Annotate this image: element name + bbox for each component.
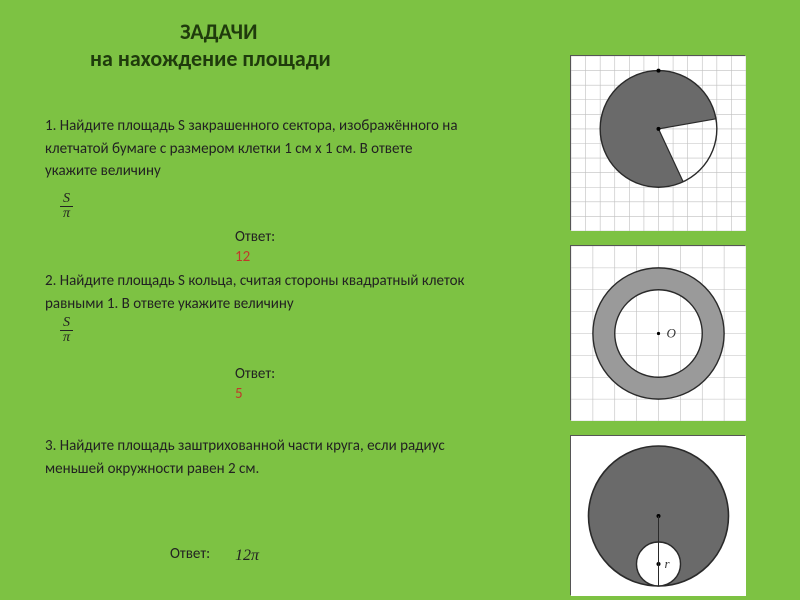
answer-value-3: 12π <box>235 547 259 565</box>
task-2-text: 2. Найдите площадь S кольца, считая стор… <box>45 270 465 315</box>
figure-1-sector <box>570 55 745 230</box>
task-2-answer-block: Ответ: 5 <box>235 365 275 403</box>
slide-title: ЗАДАЧИ на нахождение площади <box>90 18 331 72</box>
fraction-s-over-pi-2: S π <box>60 316 73 345</box>
answer-label-1: Ответ: <box>235 228 275 246</box>
answer-value-2: 5 <box>235 385 275 403</box>
figure-2-annulus: O <box>570 245 745 420</box>
fraction-denominator: π <box>60 331 73 345</box>
title-line-1: ЗАДАЧИ <box>180 18 331 45</box>
task-3-answer-block: Ответ: <box>170 545 210 563</box>
slide: ЗАДАЧИ на нахождение площади 1. Найдите … <box>0 0 800 600</box>
svg-text:O: O <box>667 326 677 341</box>
fraction-denominator: π <box>60 207 73 221</box>
answer-label-3: Ответ: <box>170 545 210 563</box>
fraction-numerator: S <box>60 316 73 331</box>
task-1-text: 1. Найдите площадь S закрашенного сектор… <box>45 115 465 183</box>
fraction-s-over-pi-1: S π <box>60 192 73 221</box>
task-3-text: 3. Найдите площадь заштрихованной части … <box>45 435 445 480</box>
answer-label-2: Ответ: <box>235 365 275 383</box>
answer-value-1: 12 <box>235 248 275 266</box>
fraction-numerator: S <box>60 192 73 207</box>
title-line-2: на нахождение площади <box>90 45 331 72</box>
figure-3-shaded-circle: r <box>570 435 745 595</box>
task-1-answer-block: Ответ: 12 <box>235 228 275 266</box>
